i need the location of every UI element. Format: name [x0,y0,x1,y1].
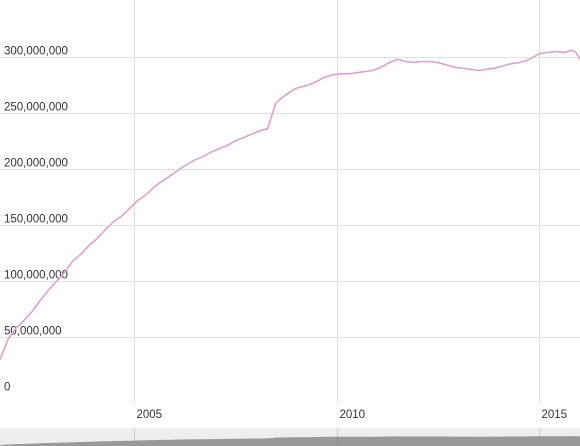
y-tick-label: 200,000,000 [4,158,68,170]
x-tick-label: 2010 [340,409,366,421]
y-tick-label: 50,000,000 [4,326,62,338]
y-tick-label: 100,000,000 [4,270,68,282]
y-axis-labels: 0 50,000,000 100,000,000 150,000,000 200,000… [4,46,68,394]
navigator-series-area [0,436,580,446]
grid-layer [0,0,580,403]
x-tick-label: 2015 [542,409,568,421]
series-line [0,49,580,360]
series-layer [0,49,580,360]
y-tick-label: 300,000,000 [4,46,68,58]
y-tick-label: 150,000,000 [4,214,68,226]
y-tick-label: 0 [4,382,10,394]
y-tick-label: 250,000,000 [4,102,68,114]
navigator[interactable] [0,428,580,446]
x-axis-labels: 2005 2010 2015 [137,409,568,421]
x-tick-label: 2005 [137,409,163,421]
